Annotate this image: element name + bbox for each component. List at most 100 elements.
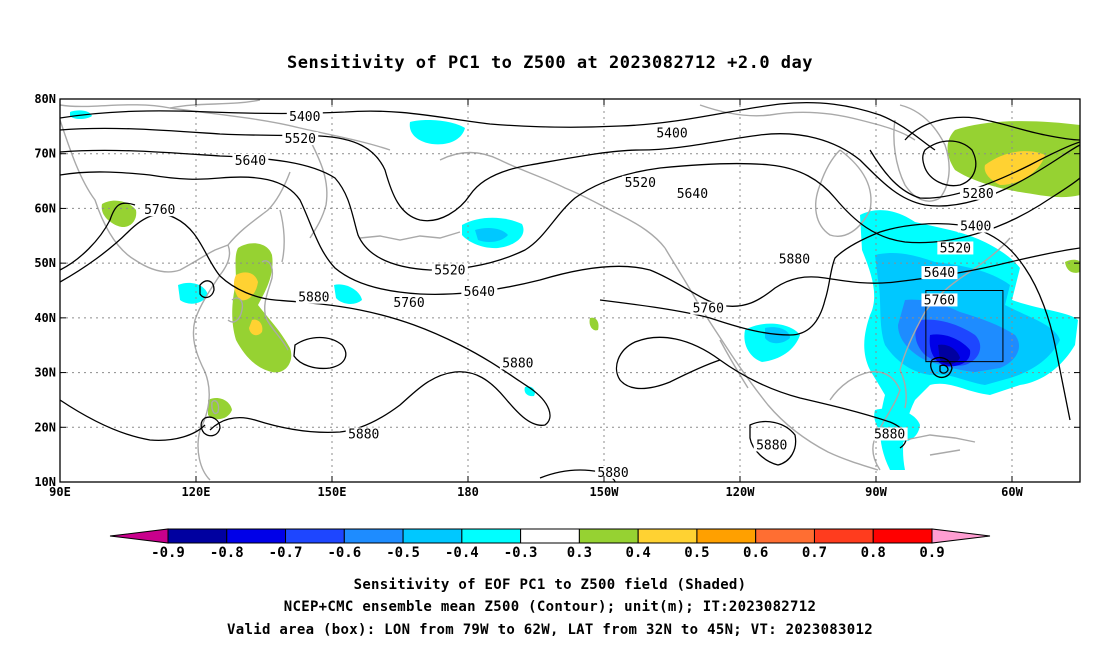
- contour-label-bg: [461, 285, 498, 299]
- lat-tick-label: 80N: [34, 92, 56, 106]
- colorbar-high-arrow: [931, 528, 991, 544]
- contour-label-bg: [960, 186, 996, 200]
- lat-tick-label: 60N: [34, 201, 56, 215]
- contour-label-bg: [654, 126, 690, 140]
- colorbar-swatch: [285, 528, 345, 544]
- colorbar-swatch: [226, 528, 287, 544]
- colorbar-label: -0.4: [445, 545, 479, 561]
- shade-northatlantic-yellow: [984, 151, 1045, 185]
- shade-japan-yellow: [233, 272, 258, 301]
- contour-label-bg: [345, 427, 382, 441]
- valid-area-box: [925, 290, 1004, 363]
- coast-sakhalin: [279, 209, 285, 263]
- colorbar-label: -0.8: [210, 545, 244, 561]
- lat-tick-label: 50N: [34, 256, 56, 270]
- contour-5280-loop: [922, 140, 977, 187]
- contour-label-bg: [690, 301, 727, 315]
- contour-label: 5880: [756, 438, 787, 453]
- map-frame: [59, 98, 1081, 483]
- contour-label-bg: [141, 203, 178, 217]
- colorbar-swatch: [520, 528, 580, 544]
- coast-taiwan: [211, 400, 220, 415]
- lon-tick-label: 150W: [590, 485, 620, 499]
- lat-tick-label: 40N: [34, 311, 56, 325]
- contour-label-bg: [286, 110, 323, 124]
- colorbar-swatch: [637, 528, 698, 544]
- contour-label-bg: [921, 266, 958, 280]
- shade-atlantic-navy: [938, 344, 960, 365]
- contour-label-bg: [937, 241, 974, 255]
- colorbar-swatch: [696, 528, 757, 544]
- contour-label: 5880: [779, 252, 810, 267]
- contour-small-loop-atl-inner: [939, 364, 949, 374]
- coast-greenland: [893, 104, 950, 202]
- colorbar-swatch: [402, 528, 463, 544]
- contour-5640-line: [60, 149, 1080, 271]
- lon-tick-label: 150E: [318, 485, 347, 499]
- colorbar-label: -0.9: [151, 545, 185, 561]
- footer-line-1: Sensitivity of EOF PC1 to Z500 field (Sh…: [354, 577, 747, 593]
- shade-pacific-lightblue-1: [475, 227, 508, 243]
- coast-canada-arctic: [699, 104, 916, 141]
- colorbar-swatch: [167, 528, 228, 544]
- contour-small-loop-atl: [930, 357, 953, 379]
- coast-kamchatka: [309, 139, 328, 239]
- contour-label: 5760: [924, 293, 955, 308]
- colorbar-low-arrow: [109, 528, 169, 544]
- coast-na-east: [899, 237, 1011, 371]
- contour-5880-loop-pacific: [293, 336, 347, 370]
- coast-hudson: [814, 149, 872, 237]
- contour-5880-line-east: [599, 223, 1071, 421]
- contour-label: 5760: [144, 203, 175, 218]
- shade-mexico-lightblue: [765, 327, 790, 344]
- shade-pacific-green-small: [589, 317, 599, 331]
- colorbar-label: -0.6: [327, 545, 361, 561]
- contour-label-bg: [776, 252, 813, 266]
- contour-label: 5400: [960, 220, 991, 235]
- map-area: 5400 5520 5640 5760 5880 5760 5640 5520 5400 5520…: [60, 99, 1080, 482]
- contour-5400-line: [60, 102, 936, 151]
- colorbar-swatch: [578, 528, 639, 544]
- contour-label-bg: [921, 293, 958, 307]
- lon-tick-label: 120W: [726, 485, 756, 499]
- coast-caribbean: [904, 434, 976, 456]
- lon-tick-label: 180: [457, 485, 479, 499]
- colorbar: -0.9 -0.8 -0.7 -0.6 -0.5 -0.4 -0.3 0.3 0.4 0.5 0.6…: [109, 528, 991, 561]
- colorbar-label: 0.6: [743, 545, 768, 561]
- contour-label-bg: [753, 438, 790, 452]
- colorbar-label: -0.5: [386, 545, 420, 561]
- shade-japan-yellow-2: [249, 319, 263, 336]
- contour-label-bg: [391, 296, 428, 310]
- contour-label: 5520: [285, 132, 316, 147]
- footer-line-3: Valid area (box): LON from 79W to 62W, L…: [227, 622, 873, 638]
- coast-na-west: [664, 247, 879, 471]
- colorbar-swatch: [343, 528, 404, 544]
- contour-label: 5880: [298, 291, 329, 306]
- lat-tick-label: 70N: [34, 147, 56, 161]
- shade-taiwan-green: [208, 398, 232, 420]
- colorbar-swatch: [872, 528, 933, 544]
- colorbar-swatch: [755, 528, 815, 544]
- lon-tick-label: 60W: [1001, 485, 1023, 499]
- contour-label: 5520: [625, 176, 656, 191]
- contour-labels: 5400 5520 5640 5760 5880 5760 5640 5520 5400 5520…: [141, 110, 996, 481]
- map-title: Sensitivity of PC1 to Z500 at 2023082712…: [287, 53, 813, 73]
- shade-pacific-cyan-2: [334, 284, 362, 304]
- lat-tick-label: 30N: [34, 366, 56, 380]
- contour-5880-line-mex: [749, 421, 797, 466]
- contour-india-loop: [60, 202, 136, 271]
- coast-asia: [60, 99, 291, 481]
- contour-label-bg: [232, 153, 269, 167]
- coast-aleutians: [359, 231, 461, 241]
- coast-korea: [227, 297, 244, 323]
- coast-gulf-mexico: [829, 371, 901, 471]
- colorbar-swatch: [813, 528, 874, 544]
- contour-taiwan-loop: [200, 416, 221, 437]
- contour-label: 5640: [677, 187, 708, 202]
- contour-5280-outer: [904, 116, 1080, 141]
- contour-label-bg: [871, 427, 908, 441]
- contour-label: 5760: [393, 296, 424, 311]
- lat-tick-label: 10N: [34, 475, 56, 489]
- contour-label: 5880: [874, 427, 905, 442]
